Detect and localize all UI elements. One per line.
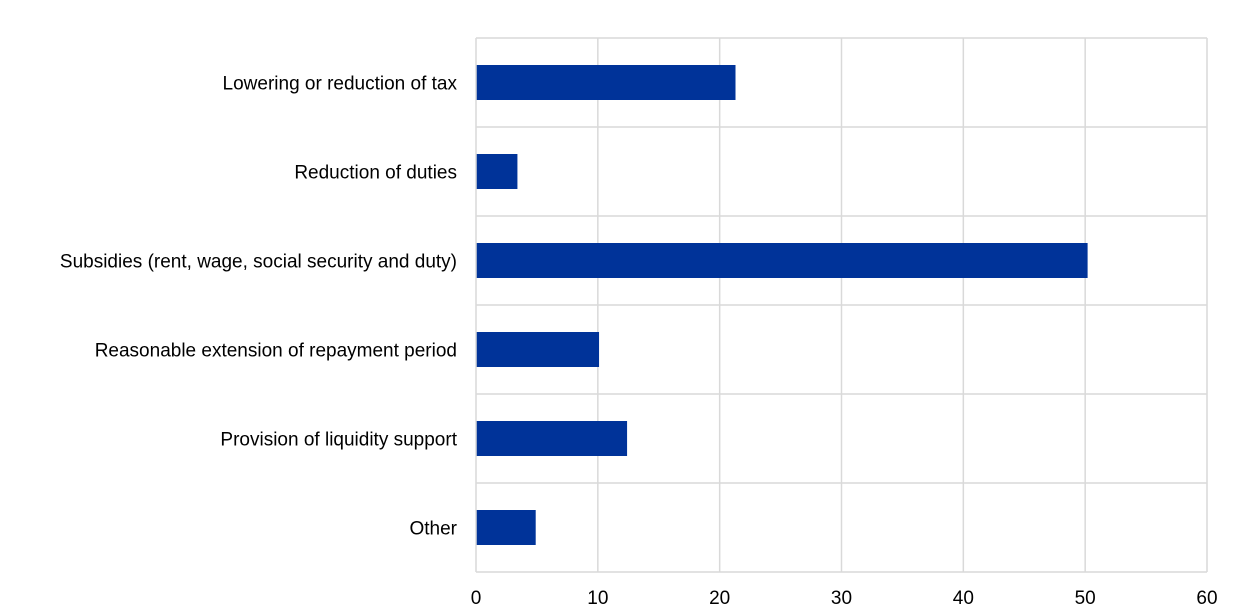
gridlines: [476, 37, 1208, 572]
bar: [476, 65, 736, 100]
axes: [475, 38, 1207, 573]
category-labels: Lowering or reduction of tax Reduction of…: [60, 74, 458, 540]
category-label: Other: [409, 519, 457, 540]
bar: [476, 154, 518, 189]
x-tick-label: 30: [831, 588, 852, 609]
x-tick-label: 10: [587, 588, 608, 609]
x-tick-label: 60: [1196, 588, 1217, 609]
category-label: Provision of liquidity support: [220, 430, 457, 451]
bar: [476, 510, 536, 545]
bar: [476, 332, 600, 367]
x-tick-label: 50: [1075, 588, 1096, 609]
x-tick-label: 0: [471, 588, 482, 609]
category-label: Lowering or reduction of tax: [223, 74, 458, 95]
bars: [476, 65, 1088, 545]
category-label: Reduction of duties: [294, 163, 457, 184]
x-tick-labels: 0 10 20 30 40 50 60: [471, 588, 1218, 609]
x-tick-label: 20: [709, 588, 730, 609]
bar: [476, 243, 1088, 278]
x-tick-label: 40: [953, 588, 974, 609]
category-label: Reasonable extension of repayment period: [95, 341, 457, 362]
category-label: Subsidies (rent, wage, social security a…: [60, 252, 457, 273]
bar: [476, 421, 628, 456]
